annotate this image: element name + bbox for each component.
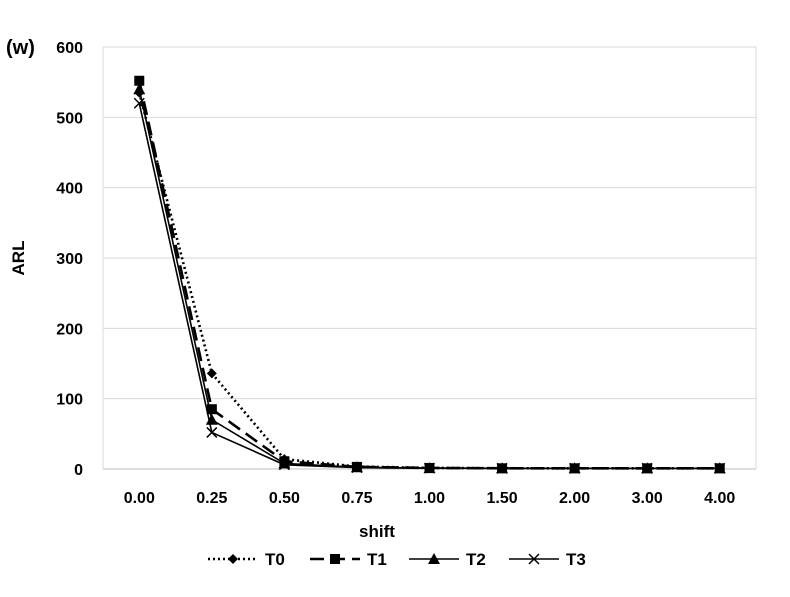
- data-point-t2: [133, 83, 146, 95]
- legend-marker: [330, 554, 340, 564]
- x-tick-label: 3.00: [632, 490, 663, 507]
- series-layer: [133, 75, 726, 474]
- data-point-t3: [496, 462, 508, 474]
- legend-label: T2: [466, 550, 486, 569]
- legend-item-t2: T2: [409, 550, 486, 569]
- x-tick-label: 0.00: [124, 490, 155, 507]
- y-tick-labels: 0 100 200 300 400 500 600: [56, 40, 83, 479]
- x-tick-label: 0.75: [341, 490, 372, 507]
- legend: T0 T1 T2 T3: [208, 550, 586, 569]
- series-t1: [134, 75, 725, 474]
- data-point-t1: [206, 404, 217, 415]
- series-line-t3: [138, 103, 720, 470]
- y-tick-label: 200: [56, 321, 83, 338]
- data-point-t3: [714, 462, 726, 474]
- y-tick-label: 0: [74, 462, 83, 479]
- data-point-t3: [569, 462, 581, 474]
- legend-label: T0: [265, 550, 285, 569]
- x-tick-label: 0.50: [269, 490, 300, 507]
- data-point-t3: [423, 462, 436, 474]
- legend-marker: [528, 553, 540, 565]
- legend-marker: [428, 553, 440, 564]
- data-point-t1: [134, 75, 145, 86]
- x-tick-label: 2.00: [559, 490, 590, 507]
- series-line-t2: [138, 89, 720, 470]
- data-point-t3: [351, 462, 363, 474]
- gridlines: [102, 46, 757, 470]
- data-point-t0: [206, 368, 217, 379]
- series-t2: [133, 83, 726, 474]
- legend-label: T1: [367, 550, 387, 569]
- y-tick-label: 300: [56, 251, 83, 268]
- data-point-t3: [206, 426, 218, 438]
- x-tick-label: 0.25: [196, 490, 227, 507]
- legend-marker: [228, 554, 238, 564]
- data-point-t3: [278, 459, 290, 471]
- legend-item-t3: T3: [509, 550, 586, 569]
- legend-item-t0: T0: [208, 550, 285, 569]
- x-tick-label: 1.00: [414, 490, 445, 507]
- data-point-t3: [133, 97, 145, 109]
- series-line-t0: [138, 92, 720, 470]
- series-t3: [133, 97, 726, 474]
- y-tick-label: 100: [56, 392, 83, 409]
- panel-label: (w): [6, 37, 35, 59]
- data-point-t3: [641, 462, 653, 474]
- x-tick-labels: 0.00 0.25 0.50 0.75 1.00 1.50 2.00 3.00 4.00: [124, 490, 736, 507]
- y-tick-label: 400: [56, 181, 83, 198]
- x-axis-title: shift: [359, 522, 395, 541]
- series-t0: [134, 87, 725, 474]
- x-tick-label: 1.50: [486, 490, 517, 507]
- legend-item-t1: T1: [310, 550, 387, 569]
- y-tick-label: 600: [56, 40, 83, 57]
- x-tick-label: 4.00: [704, 490, 735, 507]
- y-tick-label: 500: [56, 110, 83, 127]
- legend-label: T3: [566, 550, 586, 569]
- y-axis-title: ARL: [9, 241, 28, 276]
- series-line-t1: [138, 80, 720, 470]
